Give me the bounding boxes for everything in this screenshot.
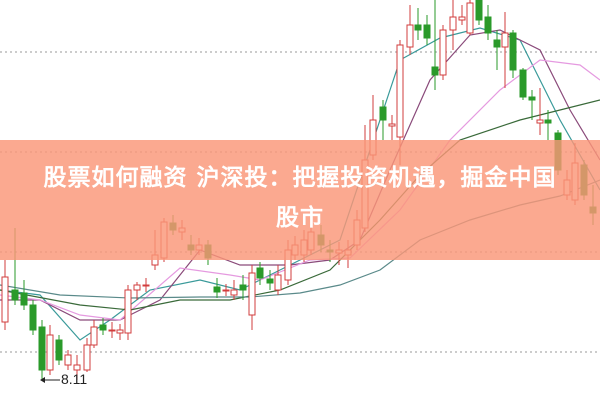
candle-body [396,44,404,138]
candle-body [99,324,107,331]
candle-body [29,304,37,331]
candle-body [124,289,132,334]
candle-body [519,69,527,98]
candle-body [423,24,431,39]
candle-body [414,24,422,31]
candle-body [133,284,141,291]
title-line-2: 股市 [276,205,324,231]
moving-average-line [0,59,600,321]
candle-body [55,339,63,361]
candle-body [20,292,28,306]
candle-body [230,289,238,296]
candle-body [256,267,264,279]
candle-body [406,24,414,48]
candle-body [73,364,81,371]
candle-body [266,278,274,284]
candle-body [64,354,72,366]
candle-body [83,344,91,371]
candle-body [90,326,98,346]
candle-body [501,32,509,48]
title-line-1: 股票如何融资 沪深投：把握投资机遇，掘金中国 [43,165,557,191]
candle-body [239,284,247,291]
arrow-left-icon [40,377,45,383]
candle-body [493,39,501,48]
candle-body [528,96,536,101]
candle-body [116,329,124,334]
title-banner [0,140,600,260]
candle-body [108,329,116,332]
candle-body [484,16,492,34]
candle-body [458,16,466,21]
candle-body [1,276,9,323]
candle-body [142,284,150,287]
candle-body [475,0,483,21]
candle-body [11,289,19,301]
candle-body [248,272,256,316]
candle-body [439,29,447,76]
candle-body [46,334,54,371]
candle-body [38,326,46,371]
candle-body [213,286,221,293]
candle-body [466,2,474,34]
candle-body [449,16,457,31]
candle-body [509,32,517,71]
article-title: 股票如何融资 沪深投：把握投资机遇，掘金中国 股市 [0,158,600,238]
candle-body [274,274,282,291]
candle-body [222,289,230,292]
candle-body [379,106,387,121]
candle-body [388,123,396,127]
low-price-label: 8.11 [61,371,88,387]
candle-body [544,119,552,124]
candle-body [431,66,439,76]
candle-body [536,119,544,124]
